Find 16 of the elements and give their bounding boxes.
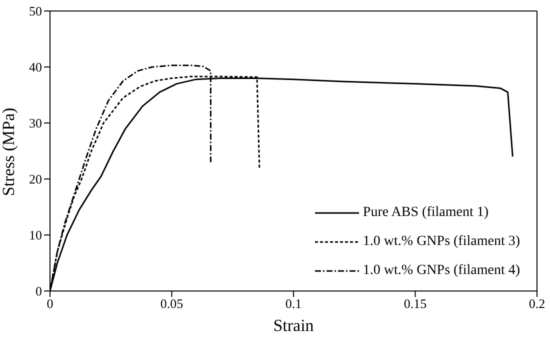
x-tick-label: 0: [46, 296, 54, 312]
x-tick-label: 0.1: [285, 296, 302, 312]
legend-label: 1.0 wt.% GNPs (filament 3): [362, 233, 520, 251]
y-tick-label: 30: [29, 116, 42, 131]
x-tick-label: 0.05: [160, 296, 184, 312]
y-tick-label: 40: [29, 60, 42, 75]
x-tick-label: 0.15: [404, 296, 427, 312]
y-tick-label: 0: [36, 284, 42, 299]
x-axis-title: Strain: [273, 316, 314, 335]
y-axis-title: Stress (MPa): [0, 108, 18, 196]
y-tick-label: 20: [29, 172, 42, 187]
legend-label: Pure ABS (filament 1): [362, 204, 489, 222]
y-tick-label: 10: [29, 228, 42, 243]
x-tick-label: 0.2: [528, 296, 546, 312]
legend-label: 1.0 wt.% GNPs (filament 4): [362, 262, 520, 280]
y-tick-label: 50: [29, 4, 42, 19]
